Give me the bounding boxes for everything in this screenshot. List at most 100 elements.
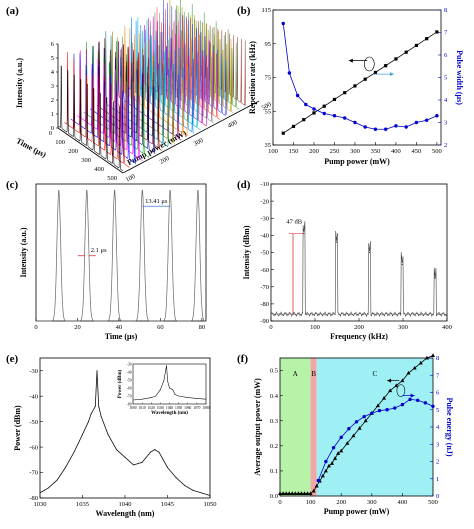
f-left-arrowhead [387,378,392,383]
f-y-tick-label: 0 [436,493,439,500]
f-data-point [339,435,343,440]
b-data-point [291,124,296,129]
f-data-point [354,420,359,424]
b-y-tick-label: 7 [444,30,448,37]
e-data-point [87,421,89,423]
e-data-point [141,461,143,463]
c-pulse-peak [169,189,171,192]
e-inset-data-point [187,397,189,398]
panel-label-b: (b) [237,5,251,17]
f-data-point [400,402,405,407]
f-y-tick-label: 4 [436,424,440,431]
f-data-point [299,491,304,495]
a-trace [70,52,137,165]
b-x-tick-label: 300 [350,148,360,155]
a-time-axis [57,127,124,174]
b-y-tick-label: 75 [265,75,272,82]
e-x-axis-label: Wavelength (nm) [96,509,155,518]
b-data-point [373,70,378,75]
e-inset-x-tick-label: 1020 [148,406,155,410]
f-y-tick-label: 6 [436,390,440,397]
b-x-axis-label: Pump power (mW) [324,157,390,166]
f-data-point [424,355,429,360]
b-data-point [425,37,429,41]
e-inset-data-point [172,389,173,390]
f-data-point [362,414,366,419]
f-data-point [287,491,292,495]
f-series-line [317,398,434,481]
d-harmonic-peak [401,263,403,266]
a-pump-tick-label: 400 [227,119,239,130]
c-x-tick-label: 80 [199,324,206,331]
f-guide-ellipse [396,384,406,397]
e-data-point [98,405,100,407]
e-data-point [100,416,102,418]
e-inset-x-tick-label: 1050 [175,406,182,410]
f-data-point [375,403,380,408]
e-inset-data-point [174,394,176,395]
e-x-tick-label: 1050 [204,501,217,508]
b-y-tick-label: 2 [444,142,447,149]
e-inset-data-point [160,389,161,390]
e-data-point [73,451,75,453]
a-z-tick-label: 0 [51,125,54,132]
f-data-point [293,491,298,495]
d-harmonic-peak [336,241,338,243]
panel-label-e: (e) [6,353,19,365]
f-data-point [345,441,350,445]
d-plot-frame [270,183,448,322]
f-data-point [290,491,295,495]
b-data-point [384,64,388,68]
b-data-point [343,91,347,95]
d-harmonic-peak [368,251,371,254]
b-data-point [287,71,292,75]
e-data-point [133,464,134,466]
e-x-tick-label: 1035 [76,501,89,508]
f-data-point [278,491,282,495]
d-snr-label: 47 dB [286,218,302,225]
f-region-label: A [293,370,298,378]
e-data-point [184,484,185,486]
b-y-tick-label: 35 [265,142,272,149]
a-time-tick-label: 200 [68,148,78,155]
f-data-point [333,456,338,460]
f-region-b [310,358,317,496]
e-inset-data-point [166,365,167,366]
a-z-tick-label: 5 [51,55,54,62]
f-data-point [284,491,289,495]
b-x-tick-label: 350 [371,148,381,155]
f-x-tick-label: 500 [428,499,438,506]
b-left-arrowhead [348,58,353,63]
c-pulse-trace [36,190,206,322]
f-y-tick-label: 0.4 [270,393,279,400]
f-data-point [331,446,336,450]
c-x-tick-label: 40 [116,324,123,331]
d-x-tick-label: 0 [269,324,272,331]
f-data-point [385,408,389,412]
panel-label-f: (f) [237,353,248,365]
d-x-tick-label: 400 [442,324,452,331]
c-pulse-peak [113,189,116,192]
f-data-point [363,418,368,423]
e-y-tick-label: -30 [29,368,38,375]
b-data-point [343,116,347,120]
e-data-point [116,449,117,451]
d-spectrum-trace [270,221,448,318]
f-data-point [416,398,420,402]
b-x-tick-label: 250 [330,148,340,155]
c-x-axis-label: Time (μs) [105,332,138,341]
d-x-axis-label: Frequency (kHz) [330,332,388,341]
f-data-point [336,451,341,455]
e-inset-x-tick-label: 1000 [129,406,136,410]
e-data-point [167,466,168,468]
e-inset-y-tick-label: -70 [127,394,132,398]
f-data-point [357,426,362,430]
e-data-point [48,487,49,489]
b-data-point [304,102,308,107]
e-data-point [56,479,58,481]
f-data-point [330,461,335,465]
a-z-tick-label: 6 [51,41,55,48]
a-z-tick-label: 1 [51,111,54,118]
e-data-point [175,477,177,479]
b-data-point [373,127,378,131]
